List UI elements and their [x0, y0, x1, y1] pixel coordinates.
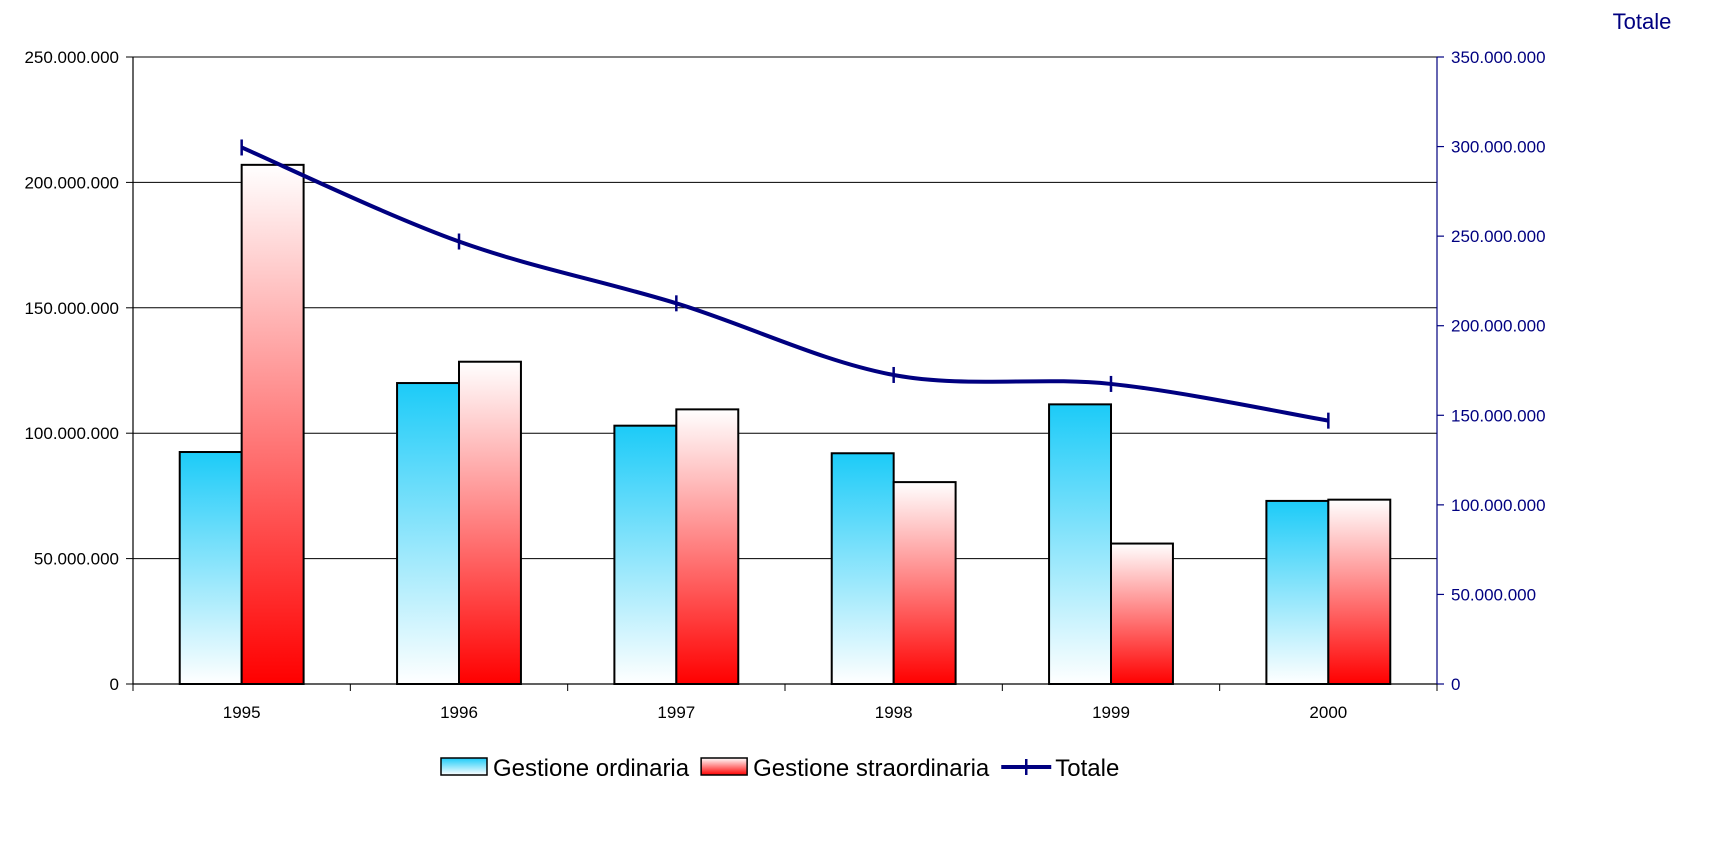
bar-gestione-straordinaria: [892, 481, 957, 685]
bar-gestione-ordinaria: [396, 382, 460, 685]
bar-gestione-straordinaria: [1327, 498, 1392, 685]
bar-gestione-straordinaria: [1110, 542, 1174, 685]
bar-gestione-ordinaria: [1265, 499, 1330, 685]
left-tick-label: 250.000.000: [24, 48, 119, 67]
legend-label: Gestione straordinaria: [753, 755, 990, 782]
bar-gestione-ordinaria: [613, 424, 678, 685]
x-tick-label: 1998: [875, 703, 913, 722]
legend-swatch-gestione-ordinaria: [440, 757, 488, 776]
plot-area: 0 50.000.000 100.000.000 150.000.000 200.000…: [24, 48, 1545, 722]
legend: Gestione ordinaria Gestione straordinaria…: [440, 755, 1119, 782]
right-tick-label: 150.000.000: [1451, 406, 1546, 425]
right-tick-label: 250.000.000: [1451, 227, 1546, 246]
left-tick-label: 0: [110, 675, 119, 694]
x-tick-label: 1995: [223, 703, 261, 722]
bar-gestione-ordinaria: [178, 451, 243, 686]
right-tick-label: 0: [1451, 675, 1460, 694]
x-tick-label: 2000: [1309, 703, 1347, 722]
right-tick-label: 200.000.000: [1451, 317, 1546, 336]
left-tick-label: 150.000.000: [24, 299, 119, 318]
x-tick-label: 1999: [1092, 703, 1130, 722]
bar-gestione-straordinaria: [458, 360, 522, 685]
right-tick-label: 350.000.000: [1451, 48, 1546, 67]
bar-gestione-ordinaria: [830, 452, 895, 685]
left-tick-label: 200.000.000: [24, 173, 119, 192]
bar-gestione-ordinaria: [1048, 403, 1113, 685]
left-tick-label: 100.000.000: [24, 424, 119, 443]
right-tick-label: 300.000.000: [1451, 138, 1546, 157]
legend-label: Totale: [1055, 755, 1119, 782]
right-tick-label: 100.000.000: [1451, 496, 1546, 515]
line-totale: [240, 145, 1329, 423]
bar-gestione-straordinaria: [675, 408, 740, 685]
x-tick-label: 1997: [657, 703, 695, 722]
legend-swatch-gestione-straordinaria: [700, 757, 748, 776]
bar-gestione-straordinaria: [240, 163, 305, 685]
right-tick-label: 50.000.000: [1451, 585, 1536, 604]
legend-label: Gestione ordinaria: [493, 755, 690, 782]
x-tick-label: 1996: [440, 703, 478, 722]
left-tick-label: 50.000.000: [34, 550, 119, 569]
right-axis-title: Totale: [1613, 9, 1672, 34]
